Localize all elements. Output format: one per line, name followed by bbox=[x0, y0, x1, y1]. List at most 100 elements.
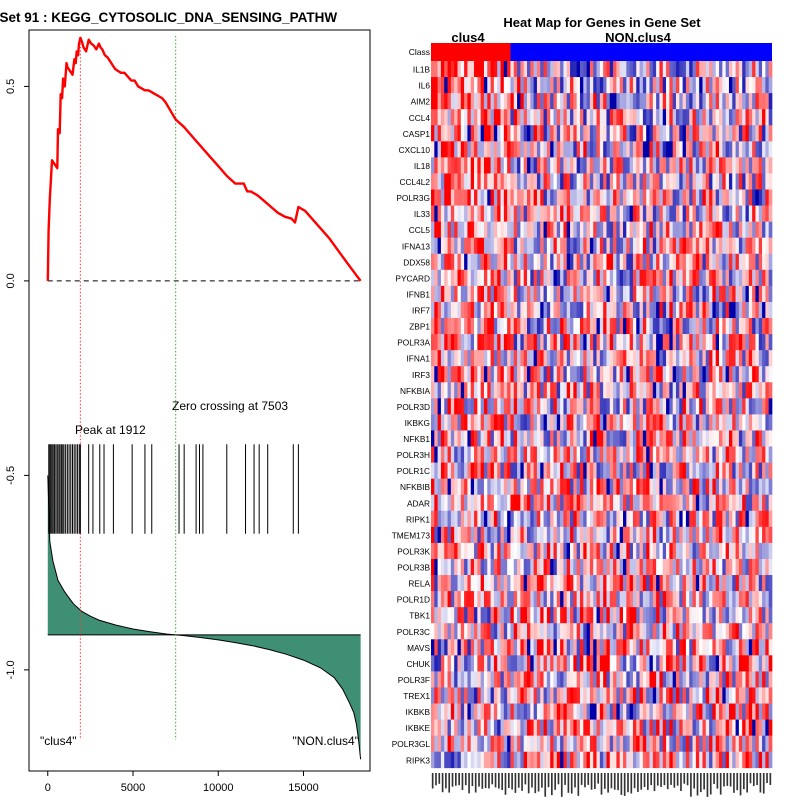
heatmap-cell bbox=[722, 751, 726, 769]
heatmap-cell bbox=[543, 478, 548, 496]
heatmap-cell bbox=[738, 173, 743, 190]
heatmap-cell bbox=[755, 334, 760, 351]
heatmap-cell bbox=[599, 478, 604, 496]
heatmap-cell bbox=[642, 607, 647, 624]
heatmap-cell bbox=[583, 189, 587, 206]
heatmap-cell bbox=[440, 446, 445, 463]
heatmap-cell bbox=[695, 414, 700, 431]
heatmap-cell bbox=[728, 703, 733, 720]
heatmap-cell bbox=[719, 735, 723, 753]
heatmap-cell bbox=[497, 558, 501, 576]
heatmap-cell bbox=[646, 703, 650, 720]
heatmap-cell bbox=[527, 253, 531, 271]
heatmap-cell bbox=[583, 478, 587, 496]
heatmap-cell bbox=[546, 141, 551, 158]
gene-hit-ticks bbox=[48, 444, 299, 534]
heatmap-cell bbox=[480, 510, 485, 528]
gene-label: TREX1 bbox=[403, 691, 430, 701]
heatmap-cell bbox=[474, 751, 478, 769]
heatmap-cell bbox=[616, 189, 621, 206]
heatmap-cell bbox=[709, 414, 713, 431]
heatmap-cell bbox=[623, 687, 627, 704]
heatmap-cell bbox=[457, 189, 462, 206]
heatmap-cell bbox=[550, 301, 554, 319]
heatmap-cell bbox=[699, 558, 703, 576]
heatmap-cell bbox=[626, 125, 630, 142]
heatmap-cell bbox=[477, 494, 482, 512]
heatmap-cell bbox=[530, 591, 534, 608]
heatmap-cell bbox=[752, 125, 756, 142]
heatmap-cell bbox=[682, 285, 687, 303]
heatmap-cell bbox=[606, 301, 611, 319]
sample-label-mark bbox=[534, 773, 537, 794]
heatmap-cell bbox=[609, 221, 614, 239]
heatmap-cell bbox=[583, 510, 587, 528]
heatmap-cell bbox=[755, 125, 760, 142]
heatmap-cell bbox=[652, 430, 657, 447]
heatmap-cell bbox=[444, 446, 448, 463]
heatmap-cell bbox=[616, 109, 621, 126]
heatmap-cell bbox=[560, 446, 564, 463]
heatmap-cell bbox=[593, 382, 597, 399]
heatmap-cell bbox=[563, 558, 568, 576]
heatmap-cell bbox=[748, 462, 753, 479]
heatmap-cell bbox=[652, 109, 657, 126]
heatmap-cell bbox=[560, 575, 564, 592]
heatmap-cell bbox=[712, 269, 717, 287]
heatmap-cell bbox=[596, 671, 601, 688]
heatmap-cell bbox=[616, 462, 621, 479]
heatmap-cell bbox=[517, 607, 521, 624]
heatmap-cell bbox=[709, 446, 713, 463]
sample-label-mark bbox=[478, 773, 480, 787]
heatmap-cell bbox=[719, 414, 723, 431]
heatmap-cell bbox=[715, 719, 720, 737]
heatmap-cell bbox=[520, 542, 525, 560]
heatmap-cell bbox=[662, 671, 667, 688]
heatmap-cell bbox=[613, 221, 617, 239]
heatmap-cell bbox=[460, 639, 465, 656]
heatmap-cell bbox=[450, 285, 455, 303]
heatmap-cell bbox=[762, 189, 766, 206]
heatmap-cell bbox=[695, 607, 700, 624]
heatmap-cell bbox=[646, 157, 650, 174]
heatmap-cell bbox=[493, 510, 498, 528]
heatmap-cell bbox=[652, 157, 657, 174]
heatmap-cell bbox=[493, 382, 498, 399]
heatmap-cell bbox=[735, 301, 740, 319]
heatmap-cell bbox=[576, 350, 581, 367]
heatmap-cell bbox=[715, 318, 720, 335]
heatmap-cell bbox=[530, 735, 534, 753]
heatmap-cell bbox=[606, 350, 611, 367]
heatmap-cell bbox=[719, 591, 723, 608]
heatmap-cell bbox=[450, 189, 455, 206]
heatmap-cell bbox=[483, 366, 488, 383]
heatmap-cell bbox=[450, 350, 455, 367]
heatmap-cell bbox=[444, 719, 448, 737]
heatmap-cell bbox=[656, 687, 660, 704]
heatmap-cell bbox=[745, 526, 750, 544]
heatmap-cell bbox=[603, 93, 607, 110]
heatmap-cell bbox=[685, 735, 690, 753]
heatmap-cell bbox=[672, 141, 677, 158]
heatmap-cell bbox=[639, 414, 644, 431]
heatmap-cell bbox=[550, 623, 554, 640]
heatmap-cell bbox=[672, 366, 677, 383]
heatmap-cell bbox=[570, 719, 574, 737]
heatmap-cell bbox=[467, 382, 472, 399]
heatmap-cell bbox=[434, 575, 438, 592]
heatmap-cell bbox=[642, 221, 647, 239]
heatmap-cell bbox=[629, 61, 634, 78]
heatmap-cell bbox=[752, 382, 756, 399]
heatmap-cell bbox=[682, 607, 687, 624]
heatmap-cell bbox=[553, 350, 558, 367]
heatmap-cell bbox=[758, 237, 763, 255]
heatmap-cell bbox=[768, 141, 773, 158]
heatmap-cell bbox=[632, 623, 637, 640]
heatmap-cell bbox=[576, 382, 581, 399]
heatmap-cell bbox=[758, 382, 763, 399]
heatmap-cell bbox=[533, 382, 538, 399]
heatmap-cell bbox=[483, 237, 488, 255]
heatmap-cell bbox=[510, 655, 515, 672]
sample-label-mark bbox=[630, 773, 633, 794]
heatmap-cell bbox=[669, 430, 674, 447]
